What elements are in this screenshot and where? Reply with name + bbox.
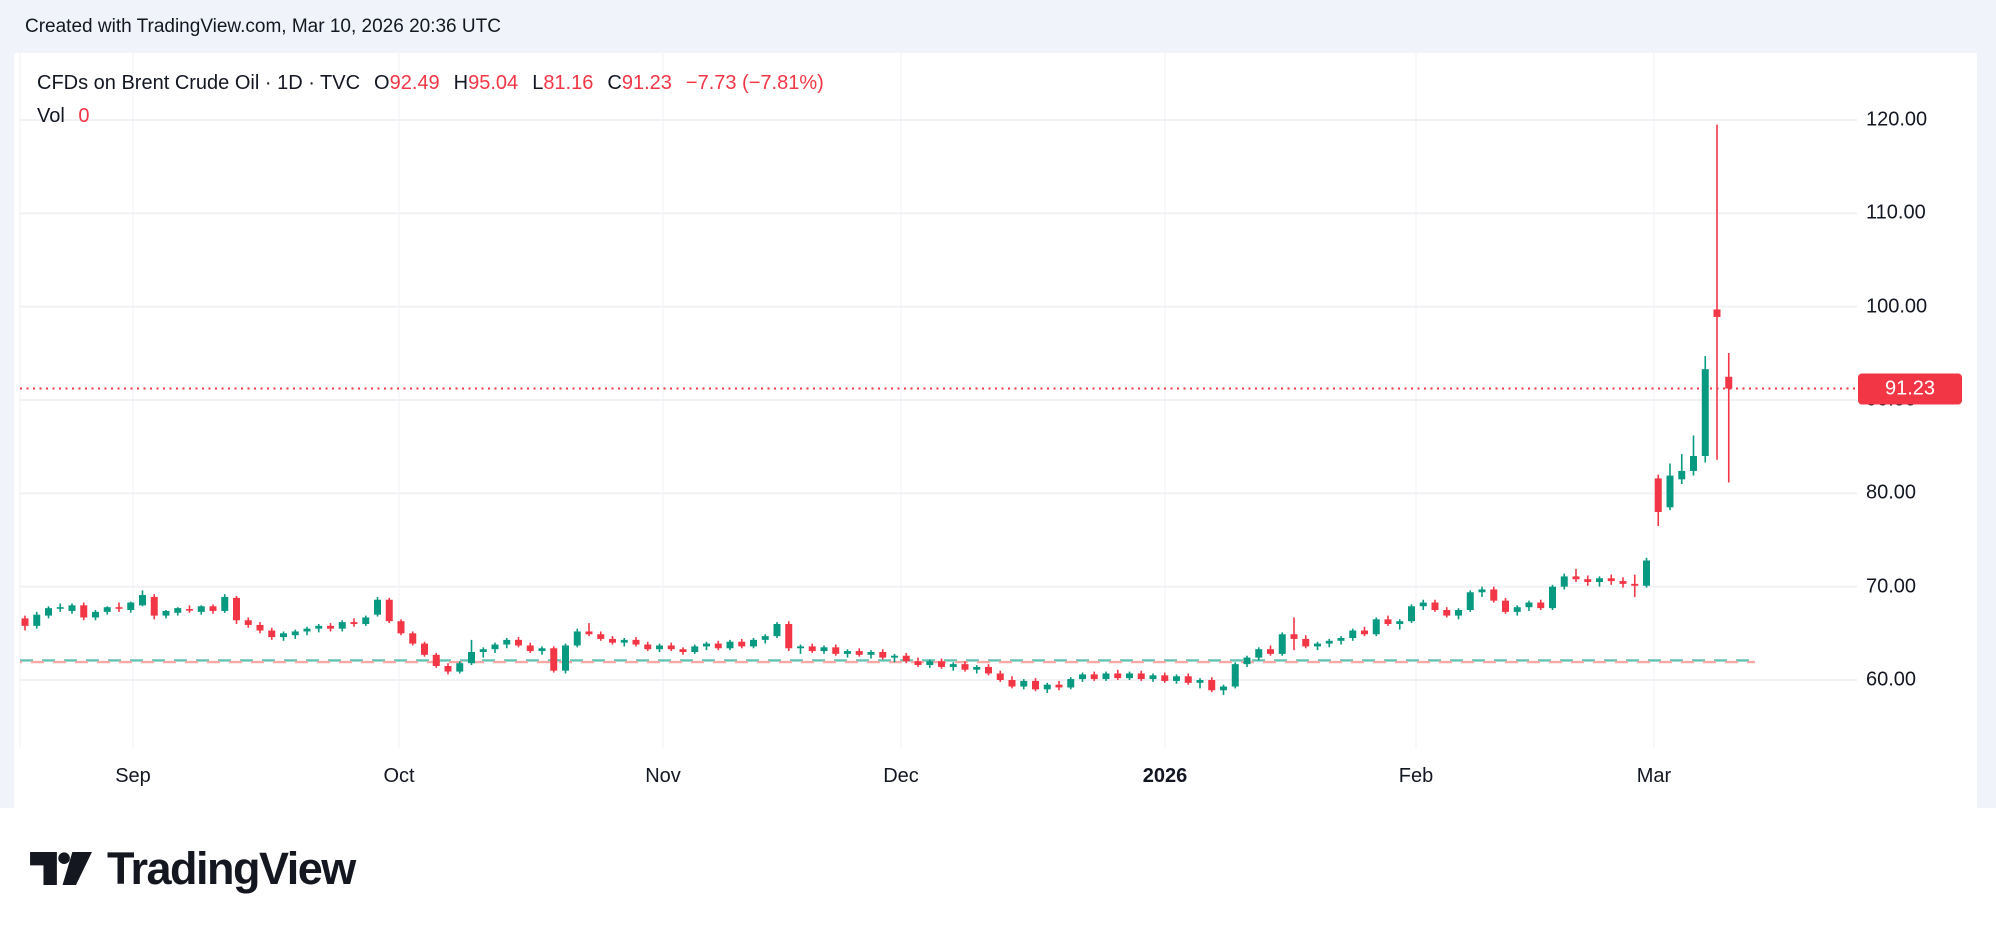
open-group: O92.49 — [374, 72, 440, 94]
low-label: L — [532, 72, 544, 94]
price-axis-label: 80.00 — [1866, 481, 1917, 504]
price-axis-label: 120.00 — [1866, 108, 1928, 131]
candlestick-chart[interactable] — [14, 53, 1857, 748]
symbol-title: CFDs on Brent Crude Oil · 1D · TVC — [37, 72, 361, 94]
price-axis-label: 110.00 — [1866, 201, 1926, 224]
price-axis-label: 100.00 — [1866, 295, 1928, 318]
volume-value: 0 — [78, 105, 90, 127]
price-axis-label: 60.00 — [1866, 668, 1917, 691]
low-value: 81.16 — [543, 72, 594, 94]
price-axis[interactable]: 91.23 120.00110.00100.0090.0080.0070.006… — [1857, 53, 1977, 808]
close-value: 91.23 — [621, 72, 672, 94]
time-axis-label: 2026 — [1142, 765, 1188, 787]
close-group: C91.23 — [607, 72, 672, 94]
change-value: −7.73 (−7.81%) — [685, 72, 824, 94]
volume-label: Vol — [37, 105, 65, 127]
chart-card: CFDs on Brent Crude Oil · 1D · TVC O92.49… — [14, 53, 1977, 808]
header-credit: Created with TradingView.com, Mar 10, 20… — [25, 0, 501, 53]
time-axis-label: Dec — [883, 765, 919, 787]
tradingview-logo-icon — [30, 851, 92, 885]
last-price-badge: 91.23 — [1858, 373, 1962, 405]
time-axis-label: Sep — [115, 765, 151, 787]
last-price-badge-value: 91.23 — [1884, 377, 1936, 400]
legend-row-symbol: CFDs on Brent Crude Oil · 1D · TVC O92.49… — [37, 67, 824, 100]
time-axis-label: Feb — [1398, 765, 1434, 787]
high-group: H95.04 — [454, 72, 519, 94]
open-value: 92.49 — [389, 72, 440, 94]
low-group: L81.16 — [532, 72, 593, 94]
time-axis-label: Oct — [383, 765, 415, 787]
time-axis-label: Nov — [645, 765, 681, 787]
credit-text: Created with TradingView.com, Mar 10, 20… — [25, 15, 501, 37]
high-value: 95.04 — [468, 72, 519, 94]
tradingview-watermark[interactable]: TradingView — [30, 842, 356, 894]
legend: CFDs on Brent Crude Oil · 1D · TVC O92.49… — [37, 67, 824, 133]
close-label: C — [607, 72, 622, 94]
time-axis[interactable]: Sep Oct Nov Dec 2026 Feb Mar — [14, 748, 1857, 808]
time-axis-label: Mar — [1636, 765, 1672, 787]
high-label: H — [453, 72, 469, 94]
tradingview-brand-text: TradingView — [107, 842, 356, 894]
legend-row-volume: Vol 0 — [37, 100, 824, 133]
price-axis-label: 70.00 — [1866, 575, 1917, 598]
open-label: O — [374, 72, 390, 94]
